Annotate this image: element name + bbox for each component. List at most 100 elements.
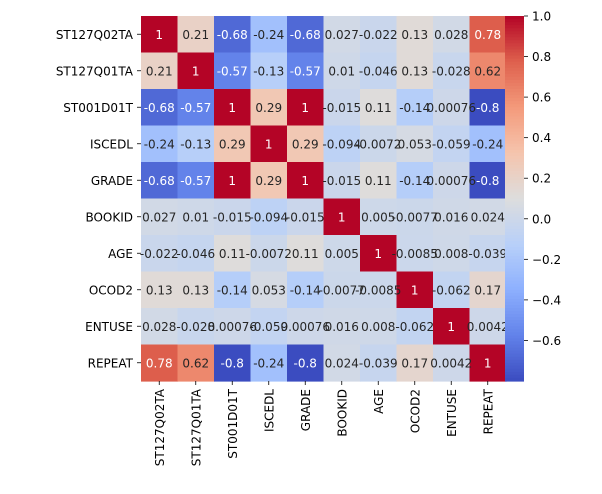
cell-value-label: 1 bbox=[228, 101, 236, 115]
heatmap-cell bbox=[360, 198, 398, 236]
cell-value-label: 0.005 bbox=[361, 210, 395, 224]
heatmap-cell bbox=[396, 235, 434, 273]
cell-value-label: 1 bbox=[447, 320, 455, 334]
heatmap-cell bbox=[287, 344, 325, 382]
colorbar-gradient-strip bbox=[505, 332, 524, 336]
cell-value-label: 0.028 bbox=[434, 28, 468, 42]
colorbar-gradient-strip bbox=[505, 174, 524, 178]
heatmap-cell bbox=[214, 235, 252, 273]
cell-value-label: -0.13 bbox=[180, 137, 211, 151]
heatmap-cell bbox=[360, 89, 398, 127]
heatmap-cell bbox=[287, 198, 325, 236]
heatmap-cell bbox=[469, 52, 507, 90]
colorbar-gradient-strip bbox=[505, 359, 524, 364]
cell-value-label: 0.01 bbox=[182, 210, 209, 224]
cell-value-label: -0.14 bbox=[399, 174, 430, 188]
colorbar-gradient-strip bbox=[505, 207, 524, 212]
colorbar-gradient-strip bbox=[505, 304, 524, 309]
cell-value-label: 0.053 bbox=[252, 283, 286, 297]
cell-value-label: 1 bbox=[338, 210, 346, 224]
colorbar-gradient-strip bbox=[505, 259, 524, 263]
x-tick-label: REPEAT bbox=[481, 388, 495, 434]
y-tick-label: OCOD2 bbox=[89, 283, 133, 297]
colorbar-gradient-strip bbox=[505, 338, 524, 343]
cell-value-label: -0.062 bbox=[432, 283, 471, 297]
heatmap-cell bbox=[323, 235, 361, 273]
heatmap-cell bbox=[177, 235, 215, 273]
y-tick-label: ST127Q01TA bbox=[56, 64, 134, 78]
heatmap-cell bbox=[141, 162, 179, 200]
cell-value-label: 1 bbox=[301, 174, 309, 188]
cell-value-label: -0.57 bbox=[180, 174, 211, 188]
cell-value-label: 1 bbox=[374, 247, 382, 261]
cell-value-label: -0.24 bbox=[144, 137, 175, 151]
colorbar-gradient-strip bbox=[505, 165, 524, 169]
x-tick-label: ST127Q01TA bbox=[189, 388, 203, 466]
colorbar-gradient-strip bbox=[505, 235, 524, 239]
cell-value-label: -0.0077 bbox=[319, 283, 365, 297]
cell-value-label: 0.00076 bbox=[207, 320, 257, 334]
x-tick-label: ST001D01T bbox=[226, 388, 240, 458]
colorbar-gradient-strip bbox=[505, 149, 524, 154]
cell-value-label: 0.29 bbox=[255, 101, 282, 115]
colorbar-gradient-strip bbox=[505, 225, 524, 230]
colorbar-gradient-strip bbox=[505, 250, 524, 254]
colorbar-gradient-strip bbox=[505, 347, 524, 352]
heatmap-cell bbox=[323, 308, 361, 346]
cell-value-label: 0.0042 bbox=[467, 320, 509, 334]
heatmap-cell bbox=[214, 52, 252, 90]
heatmap-cell bbox=[396, 308, 434, 346]
colorbar-gradient-strip bbox=[505, 67, 524, 72]
colorbar-tick-label: −0.2 bbox=[532, 253, 561, 267]
cell-value-label: -0.0085 bbox=[392, 247, 438, 261]
heatmap-cell bbox=[141, 16, 179, 54]
heatmap-cell bbox=[396, 271, 434, 309]
heatmap-cell bbox=[287, 125, 325, 163]
y-tick-label: ENTUSE bbox=[85, 320, 133, 334]
heatmap-cell bbox=[433, 198, 471, 236]
heatmap-cell bbox=[250, 271, 288, 309]
cell-value-label: 1 bbox=[301, 101, 309, 115]
heatmap-cell bbox=[433, 52, 471, 90]
x-tick-label: ISCEDL bbox=[262, 389, 276, 432]
cell-value-label: 0.78 bbox=[474, 28, 501, 42]
cell-value-label: 0.62 bbox=[182, 356, 209, 370]
heatmap-cell bbox=[433, 89, 471, 127]
cell-value-label: -0.0077 bbox=[392, 210, 438, 224]
y-tick-label: AGE bbox=[108, 247, 133, 261]
colorbar-gradient-strip bbox=[505, 146, 524, 151]
heatmap-cell bbox=[177, 125, 215, 163]
cell-value-label: -0.062 bbox=[395, 320, 434, 334]
cell-value-label: -0.14 bbox=[399, 101, 430, 115]
heatmap-cell bbox=[141, 89, 179, 127]
cell-value-label: 0.21 bbox=[146, 64, 173, 78]
colorbar-tick-label: 1.0 bbox=[532, 10, 551, 24]
cell-value-label: -0.24 bbox=[253, 28, 284, 42]
colorbar-gradient-strip bbox=[505, 350, 524, 355]
colorbar-gradient-strip bbox=[505, 289, 524, 294]
heatmap-cell bbox=[469, 162, 507, 200]
heatmap-cell bbox=[323, 125, 361, 163]
colorbar-gradient-strip bbox=[505, 55, 524, 60]
cell-value-label: -0.0072 bbox=[355, 137, 401, 151]
colorbar-gradient-strip bbox=[505, 262, 524, 267]
heatmap-cell bbox=[214, 308, 252, 346]
cell-value-label: 0.008 bbox=[361, 320, 395, 334]
colorbar-gradient-strip bbox=[505, 76, 524, 81]
colorbar-gradient-strip bbox=[505, 280, 524, 285]
colorbar-gradient-strip bbox=[505, 265, 524, 270]
heatmap-cell bbox=[360, 162, 398, 200]
cell-value-label: 0.005 bbox=[325, 247, 359, 261]
cell-value-label: 0.21 bbox=[182, 28, 209, 42]
colorbar-gradient-strip bbox=[505, 320, 524, 324]
heatmap-cell bbox=[250, 16, 288, 54]
heatmap-cell bbox=[360, 308, 398, 346]
colorbar-gradient-strip bbox=[505, 155, 524, 160]
y-tick-label: BOOKID bbox=[85, 210, 133, 224]
y-tick-label: ISCEDL bbox=[90, 137, 133, 151]
colorbar-gradient-strip bbox=[505, 89, 524, 93]
heatmap-cell bbox=[141, 308, 179, 346]
heatmap-cell bbox=[250, 198, 288, 236]
cell-value-label: -0.68 bbox=[290, 28, 321, 42]
heatmap-cell bbox=[177, 271, 215, 309]
